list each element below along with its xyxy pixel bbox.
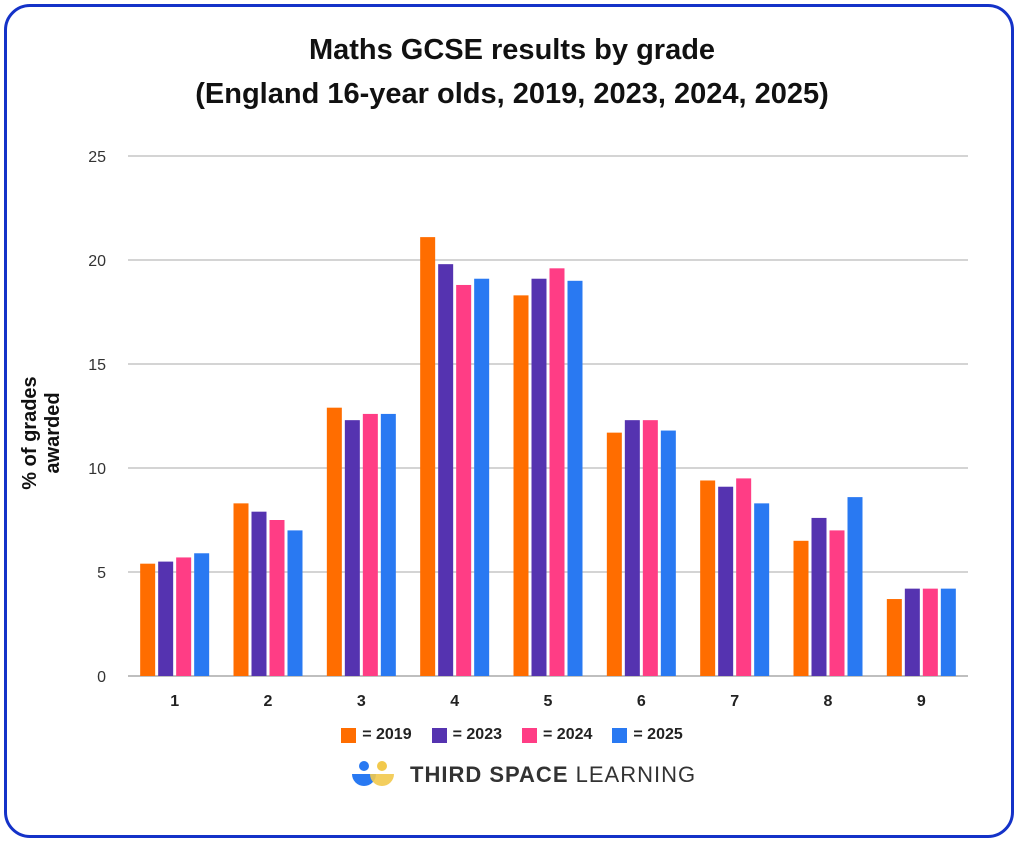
logo-text-light: LEARNING bbox=[575, 762, 697, 787]
chart-title: Maths GCSE results by grade bbox=[308, 34, 716, 66]
bar bbox=[624, 420, 640, 676]
bar bbox=[438, 264, 454, 676]
bar bbox=[344, 420, 360, 676]
bar bbox=[513, 295, 529, 676]
legend-item-2024: = 2024 bbox=[522, 726, 592, 744]
legend-swatch bbox=[522, 727, 537, 743]
legend-label: = 2019 bbox=[362, 726, 412, 743]
bar bbox=[847, 497, 863, 676]
bar bbox=[362, 413, 378, 676]
x-tick-label: 2 bbox=[264, 693, 273, 710]
bar bbox=[811, 517, 827, 676]
y-tick-label: 20 bbox=[88, 253, 106, 270]
x-tick-label: 5 bbox=[544, 693, 553, 710]
legend-item-2023: = 2023 bbox=[431, 726, 502, 744]
third-space-learning-logo: THIRD SPACE LEARNING bbox=[350, 760, 696, 790]
bar bbox=[904, 588, 920, 676]
y-tick-label: 15 bbox=[88, 357, 106, 374]
y-tick-label: 0 bbox=[97, 669, 106, 686]
legend-swatch bbox=[431, 727, 447, 743]
legend: = 2019 = 2023 = 2024 = 2025 bbox=[0, 726, 1024, 744]
legend-label: = 2025 bbox=[633, 726, 683, 743]
chart-subtitle: (England 16-year olds, 2019, 2023, 2024,… bbox=[195, 78, 829, 110]
bar bbox=[531, 278, 547, 676]
bar bbox=[700, 480, 716, 676]
bar bbox=[176, 557, 192, 676]
bar-chart: 0 5 10 15 20 25 1 2 3 4 5 6 7 8 9 bbox=[88, 149, 968, 710]
bar bbox=[194, 553, 210, 676]
legend-label: = 2023 bbox=[452, 726, 502, 743]
bar bbox=[922, 588, 938, 676]
bar bbox=[456, 284, 472, 676]
y-tick-label: 10 bbox=[88, 461, 106, 478]
bar bbox=[754, 503, 770, 676]
legend-label: = 2024 bbox=[543, 726, 593, 743]
x-tick-label: 1 bbox=[170, 693, 179, 710]
bar bbox=[549, 268, 565, 676]
bar bbox=[326, 407, 342, 676]
bar bbox=[829, 530, 845, 676]
bar bbox=[793, 540, 809, 676]
bar bbox=[940, 588, 956, 676]
x-tick-label: 4 bbox=[450, 693, 459, 710]
x-tick-label: 7 bbox=[730, 693, 739, 710]
legend-swatch bbox=[612, 727, 628, 743]
bar bbox=[567, 280, 583, 676]
bar bbox=[642, 420, 658, 676]
x-tick-label: 9 bbox=[917, 693, 926, 710]
bar bbox=[736, 478, 752, 676]
bar bbox=[158, 561, 174, 676]
bar bbox=[380, 413, 396, 676]
bar bbox=[474, 278, 490, 676]
bar bbox=[660, 430, 676, 676]
logo-text-bold: THIRD SPACE bbox=[410, 762, 569, 787]
bar bbox=[233, 503, 249, 676]
bar bbox=[886, 599, 902, 676]
legend-item-2025: = 2025 bbox=[612, 726, 683, 744]
x-tick-label: 3 bbox=[357, 693, 366, 710]
y-tick-label: 5 bbox=[97, 565, 106, 582]
chart-frame bbox=[4, 4, 1014, 838]
logo-icon bbox=[352, 761, 394, 786]
x-tick-label: 8 bbox=[824, 693, 833, 710]
bar bbox=[606, 432, 622, 676]
legend-item-2019: = 2019 bbox=[341, 726, 412, 744]
legend-swatch bbox=[341, 727, 357, 743]
x-tick-label: 6 bbox=[637, 693, 646, 710]
bar bbox=[251, 511, 267, 676]
bar bbox=[269, 520, 285, 676]
bar bbox=[287, 530, 303, 676]
y-tick-label: 25 bbox=[88, 149, 106, 166]
bar bbox=[140, 563, 156, 676]
bar bbox=[420, 237, 436, 676]
bar bbox=[718, 486, 734, 676]
